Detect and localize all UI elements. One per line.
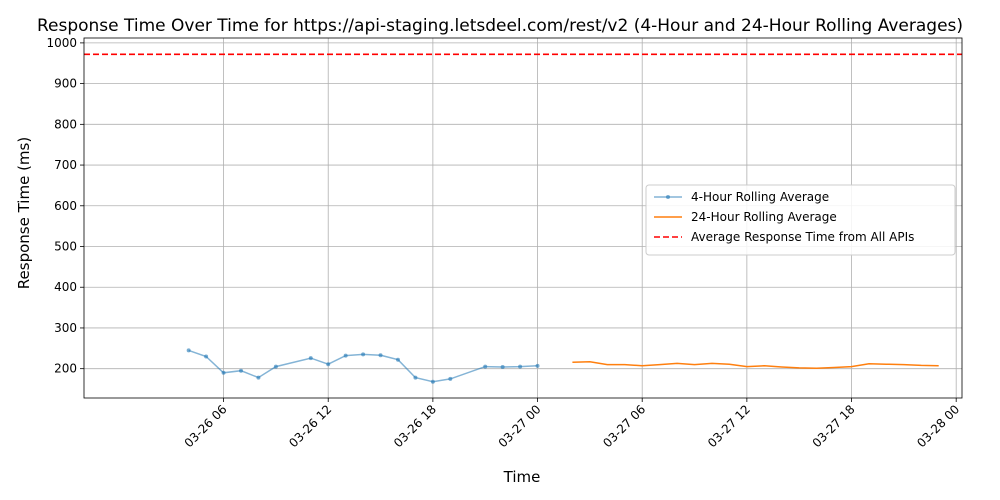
series-4h-rolling-point <box>378 353 383 358</box>
series-4h-rolling-point <box>238 368 243 373</box>
x-tick-label: 03-26 12 <box>286 402 334 450</box>
legend-box <box>645 184 956 256</box>
x-axis-label: Time <box>503 468 541 486</box>
series-4h-rolling-point <box>273 364 278 369</box>
legend-item-24h-label: 24-Hour Rolling Average <box>691 210 837 224</box>
x-tick-label: 03-27 12 <box>705 402 753 450</box>
y-tick-label: 300 <box>54 321 77 335</box>
y-tick-label: 700 <box>54 158 77 172</box>
chart-title: Response Time Over Time for https://api-… <box>37 16 963 36</box>
series-4h-rolling-point <box>395 357 400 362</box>
chart-legend: 4-Hour Rolling Average 24-Hour Rolling Av… <box>645 184 956 256</box>
y-tick-label: 600 <box>54 199 77 213</box>
series-4h-rolling-point <box>343 353 348 358</box>
x-tick-label: 03-26 18 <box>391 402 439 450</box>
series-24h-rolling-line <box>572 361 939 370</box>
series-4h-rolling-point <box>186 348 191 353</box>
series-4h-rolling-point <box>308 356 313 361</box>
y-tick-label: 200 <box>54 362 77 376</box>
series-4h-rolling-point <box>256 375 261 380</box>
x-tick-label: 03-26 06 <box>182 402 230 450</box>
series-4h-rolling-point <box>500 365 505 370</box>
x-tick-label: 03-27 00 <box>496 402 544 450</box>
series-4h-rolling-point <box>326 362 331 367</box>
legend-item-all-apis-label: Average Response Time from All APIs <box>691 230 914 244</box>
y-axis-label: Response Time (ms) <box>15 137 33 289</box>
series-4h-rolling-point <box>430 379 435 384</box>
series-4h-rolling-point <box>221 370 226 375</box>
series-4h-rolling-point <box>204 354 209 359</box>
series-4h-rolling-point <box>448 376 453 381</box>
x-tick-label: 03-28 00 <box>914 402 962 450</box>
series-4h-rolling-point <box>518 364 523 369</box>
axes-frame <box>83 37 963 399</box>
y-tick-label: 1000 <box>46 36 77 50</box>
y-tick-label: 400 <box>54 280 77 294</box>
y-tick-label: 500 <box>54 240 77 254</box>
series-4h-rolling-point <box>483 364 488 369</box>
legend-item-4h-label: 4-Hour Rolling Average <box>691 190 829 204</box>
y-tick-label: 800 <box>54 117 77 131</box>
x-tick-label: 03-27 18 <box>810 402 858 450</box>
series-4h-rolling-point <box>535 363 540 368</box>
series-4h-rolling-point <box>361 352 366 357</box>
y-tick-label: 900 <box>54 77 77 91</box>
legend-item-4h-marker <box>666 195 670 199</box>
series-4h-rolling-point <box>413 375 418 380</box>
x-tick-label: 03-27 06 <box>600 402 648 450</box>
